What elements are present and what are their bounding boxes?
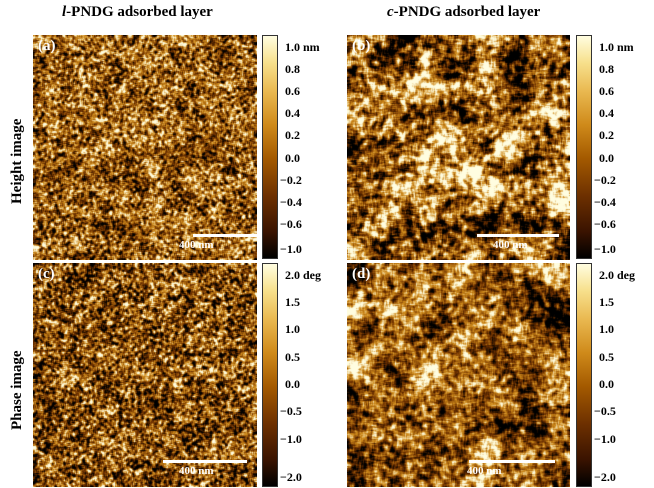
column-title-prefix: l xyxy=(62,4,67,20)
scale-bar xyxy=(163,460,247,463)
colorbar-tick: 1.0 nm xyxy=(285,40,320,54)
colorbar-tick: 0.0 xyxy=(285,151,300,165)
colorbar-tick: 1.5 xyxy=(285,295,300,309)
afm-image-a: (a) 400 nm xyxy=(33,35,257,260)
colorbar-tick: 0.4 xyxy=(285,106,300,120)
panel-label: (b) xyxy=(352,38,371,54)
colorbar-tick: −1.0 xyxy=(594,242,616,256)
colorbar-tick: 2.0 deg xyxy=(599,268,635,282)
colorbar-tick: −0.6 xyxy=(594,217,616,231)
colorbar-tick: 0.5 xyxy=(285,350,300,364)
colorbar-tick: −1.0 xyxy=(280,432,302,446)
afm-image-canvas xyxy=(347,35,570,260)
scale-bar-label: 400 nm xyxy=(179,465,214,477)
colorbar-tick: −2.0 xyxy=(280,470,302,484)
afm-image-b: (b) 400 nm xyxy=(347,35,570,260)
panel-label: (a) xyxy=(38,38,56,54)
colorbar-tick: 1.0 xyxy=(285,322,300,336)
colorbar-tick: 0.0 xyxy=(599,377,614,391)
scale-bar-label: 400 nm xyxy=(493,239,528,251)
scale-bar xyxy=(469,460,555,463)
scale-bar xyxy=(193,234,257,237)
column-title-text: -PNDG adsorbed layer xyxy=(66,4,213,20)
scale-bar-label: 400 nm xyxy=(179,239,214,251)
colorbar-tick: −0.4 xyxy=(594,195,616,209)
afm-image-canvas xyxy=(33,35,257,260)
afm-image-canvas xyxy=(33,263,257,487)
colorbar-tick: 2.0 deg xyxy=(285,268,321,282)
colorbar-tick: 0.2 xyxy=(285,128,300,142)
row-title-phase: Phase image xyxy=(9,350,25,430)
colorbar-tick: 0.2 xyxy=(599,128,614,142)
colorbar-tick: 0.8 xyxy=(599,62,614,76)
colorbar-tick: 0.8 xyxy=(285,62,300,76)
colorbar-tick: −0.2 xyxy=(594,173,616,187)
panel-label: (c) xyxy=(38,266,55,282)
colorbar-tick: −0.2 xyxy=(280,173,302,187)
colorbar-tick: −1.0 xyxy=(594,432,616,446)
colorbar-tick: 0.0 xyxy=(599,151,614,165)
colorbar-tick: 0.6 xyxy=(599,84,614,98)
colorbar-tick: −0.5 xyxy=(594,404,616,418)
column-title-prefix: c xyxy=(387,4,394,20)
scale-bar xyxy=(477,234,559,237)
colorbar-tick: 0.6 xyxy=(285,84,300,98)
afm-image-canvas xyxy=(347,263,570,487)
colorbar-tick: 1.0 nm xyxy=(599,40,634,54)
afm-image-c: (c) 400 nm xyxy=(33,263,257,487)
row-title-height: Height image xyxy=(9,118,25,204)
column-title-text: -PNDG adsorbed layer xyxy=(393,4,541,20)
colorbar-tick: 0.5 xyxy=(599,350,614,364)
scale-bar-label: 400 nm xyxy=(467,465,502,477)
height-colorbar-l xyxy=(262,35,278,259)
column-title-l: l-PNDG adsorbed layer xyxy=(62,4,213,21)
panel-label: (d) xyxy=(352,266,371,282)
column-title-c: c-PNDG adsorbed layer xyxy=(387,4,540,21)
colorbar-tick: 1.0 xyxy=(599,322,614,336)
colorbar-tick: −0.5 xyxy=(280,404,302,418)
colorbar-tick: −0.4 xyxy=(280,195,302,209)
colorbar-tick: −1.0 xyxy=(280,242,302,256)
afm-image-d: (d) 400 nm xyxy=(347,263,570,487)
colorbar-tick: −0.6 xyxy=(280,217,302,231)
phase-colorbar-l xyxy=(262,263,278,487)
height-colorbar-c xyxy=(576,35,592,259)
colorbar-tick: 0.0 xyxy=(285,377,300,391)
phase-colorbar-c xyxy=(576,263,592,487)
colorbar-tick: 0.4 xyxy=(599,106,614,120)
colorbar-tick: 1.5 xyxy=(599,295,614,309)
colorbar-tick: −2.0 xyxy=(594,470,616,484)
